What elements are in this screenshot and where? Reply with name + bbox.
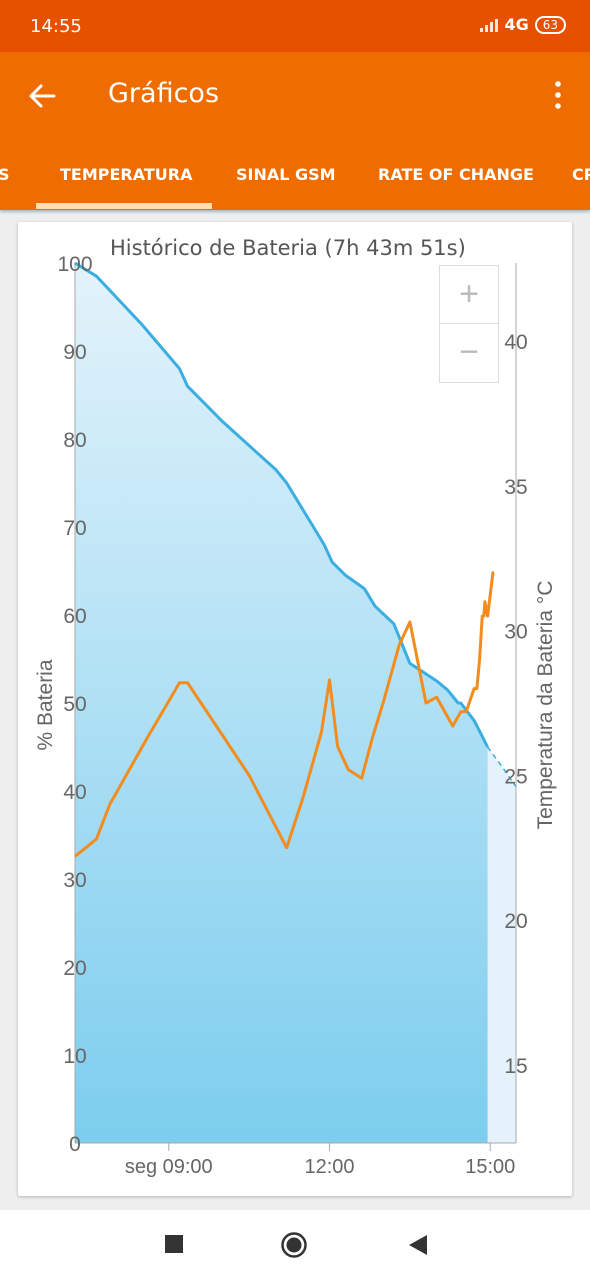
nav-bar: [0, 1210, 590, 1280]
status-bar: 14:55 4G 63: [0, 0, 590, 52]
status-time: 14:55: [30, 16, 82, 37]
battery-level: 63: [542, 17, 558, 32]
zoom-in-button[interactable]: +: [440, 266, 498, 324]
tab-rate-of-change[interactable]: RATE OF CHANGE: [378, 165, 534, 184]
page-title: Gráficos: [108, 78, 220, 109]
battery-icon: 63: [534, 15, 566, 34]
tab-bar: S TEMPERATURA SINAL GSM RATE OF CHANGE C…: [0, 140, 590, 210]
tab-indicator: [36, 203, 212, 209]
arrow-left-icon[interactable]: [26, 80, 58, 112]
tab-sinal-gsm[interactable]: SINAL GSM: [236, 165, 336, 184]
status-icons: 4G 63: [480, 15, 566, 34]
chart-title: Histórico de Bateria (7h 43m 51s): [110, 236, 466, 260]
back-nav-icon[interactable]: [406, 1233, 430, 1257]
network-type: 4G: [504, 15, 529, 34]
zoom-out-button[interactable]: −: [459, 333, 479, 371]
recents-icon[interactable]: [164, 1234, 184, 1254]
signal-icon: [480, 18, 499, 32]
chart-card: Histórico de Bateria (7h 43m 51s) + −: [18, 222, 572, 1196]
home-icon[interactable]: [280, 1231, 308, 1259]
tab-temperatura[interactable]: TEMPERATURA: [60, 165, 193, 184]
tab-partial-left[interactable]: S: [0, 165, 10, 184]
more-vert-icon[interactable]: [552, 80, 564, 110]
app-bar: Gráficos: [0, 52, 590, 140]
tab-partial-right[interactable]: CP: [572, 165, 590, 184]
zoom-control: + −: [439, 265, 499, 383]
